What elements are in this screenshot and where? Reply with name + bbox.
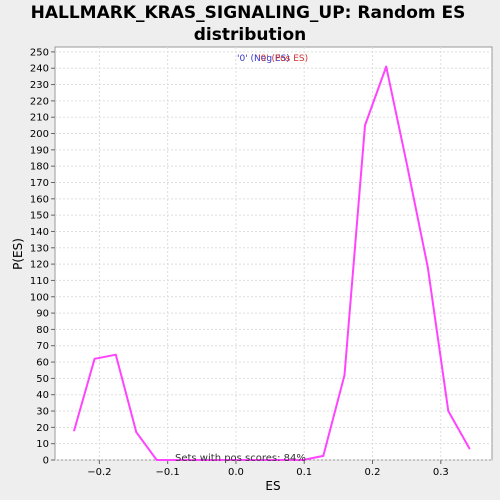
y-tick-label: 130 (30, 243, 49, 254)
data-point (343, 374, 346, 377)
y-tick-label: 70 (36, 341, 49, 352)
y-axis: 0 10 20 30 40 50 60 70 80 90 100 110 120 130 140 150 160… (30, 47, 55, 467)
legend-neg-label: '0' (Neg ES) (237, 54, 290, 64)
data-point (364, 124, 366, 127)
y-tick-label: 100 (30, 292, 49, 303)
y-tick-label: 160 (30, 194, 49, 205)
data-point (93, 357, 96, 360)
y-tick-label: 50 (36, 374, 49, 385)
y-tick-label: 190 (30, 145, 49, 156)
y-tick-label: 240 (30, 64, 49, 75)
y-tick-label: 10 (36, 439, 49, 450)
data-point (301, 459, 304, 461)
data-point (218, 459, 221, 461)
y-tick-label: 250 (30, 47, 49, 58)
chart-title-line2: distribution (194, 25, 306, 45)
x-axis: −0.2 −0.1 0.0 0.1 0.2 0.3 (87, 460, 449, 478)
es-distribution-line (73, 65, 471, 461)
data-point (73, 429, 76, 432)
plot-area (54, 46, 493, 461)
x-tick-label: 0.0 (228, 467, 244, 478)
data-point (155, 459, 158, 461)
data-point (405, 162, 408, 164)
pos-scores-annotation: Sets with pos scores: 84% (175, 453, 306, 464)
y-tick-label: 20 (36, 423, 49, 434)
y-tick-label: 220 (30, 96, 49, 107)
y-tick-label: 200 (30, 129, 49, 140)
y-tick-label: 230 (30, 80, 49, 91)
data-point (239, 459, 241, 461)
data-point (426, 266, 429, 269)
y-tick-label: 90 (36, 309, 49, 320)
grid (55, 47, 492, 461)
legend-pos-label: '0' (Pos ES) (258, 54, 308, 64)
x-tick-label: −0.1 (156, 467, 180, 478)
x-tick-label: 0.3 (433, 467, 449, 478)
x-tick-label: 0.1 (296, 467, 312, 478)
data-point (280, 459, 283, 461)
y-tick-label: 60 (36, 358, 49, 369)
chart-title-line1: HALLMARK_KRAS_SIGNALING_UP: Random ES (31, 3, 466, 23)
y-axis-label: P(ES) (11, 238, 25, 270)
data-point (322, 455, 325, 457)
data-point (385, 65, 388, 68)
y-tick-label: 140 (30, 227, 49, 238)
series (73, 65, 471, 461)
y-tick-label: 180 (30, 162, 49, 173)
y-tick-label: 120 (30, 260, 49, 271)
y-tick-label: 40 (36, 390, 49, 401)
x-tick-label: 0.2 (365, 467, 381, 478)
y-tick-label: 150 (30, 211, 49, 222)
data-point (447, 410, 450, 412)
y-tick-label: 0 (43, 456, 49, 467)
data-point (260, 459, 263, 461)
data-point (197, 459, 200, 461)
data-point (114, 353, 117, 356)
y-tick-label: 30 (36, 407, 49, 418)
x-tick-label: −0.2 (87, 467, 111, 478)
y-tick-label: 210 (30, 113, 49, 124)
y-tick-label: 170 (30, 178, 49, 189)
y-tick-label: 110 (30, 276, 49, 287)
data-point (468, 447, 471, 450)
data-point (135, 431, 138, 434)
data-point (177, 459, 179, 461)
x-axis-label: ES (265, 479, 280, 493)
y-tick-label: 80 (36, 325, 49, 336)
